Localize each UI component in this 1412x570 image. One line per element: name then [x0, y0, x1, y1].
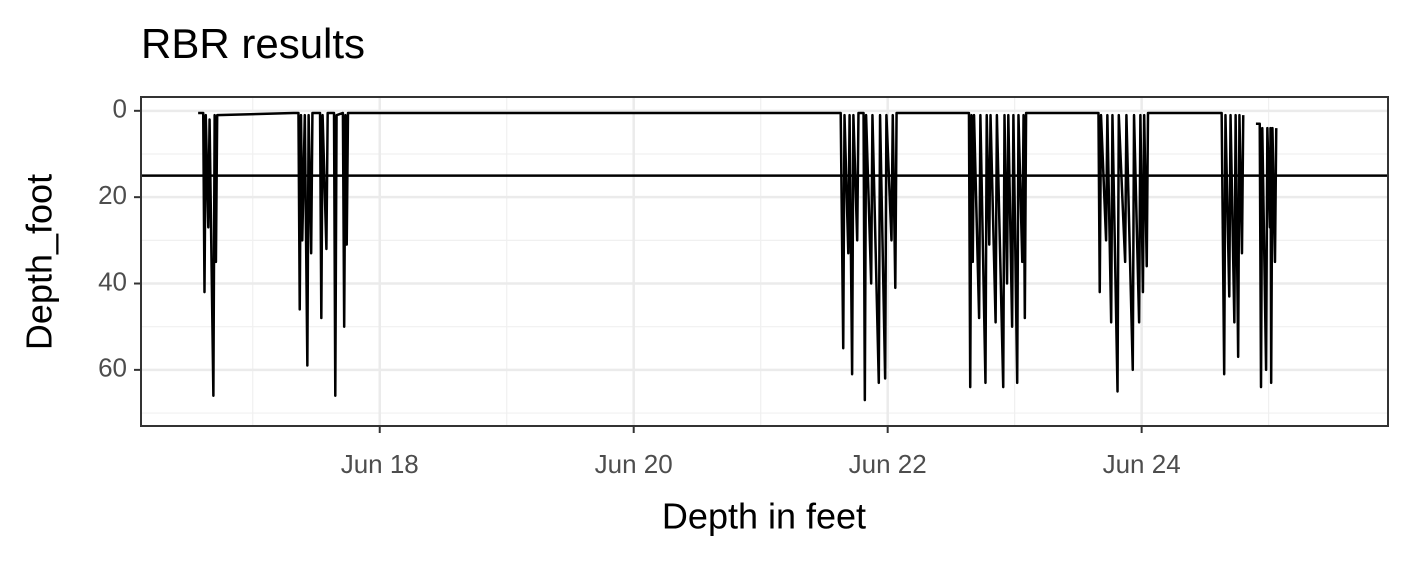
y-tick-label: 20 — [98, 180, 127, 210]
y-axis-label: Depth_foot — [19, 174, 60, 350]
depth-line — [198, 111, 1278, 402]
chart-title: RBR results — [141, 20, 365, 67]
y-tick-label: 60 — [98, 353, 127, 383]
x-tick-label: Jun 18 — [341, 449, 419, 479]
plot-border — [140, 96, 1389, 427]
x-tick-label: Jun 20 — [595, 449, 673, 479]
x-axis-label: Depth in feet — [662, 496, 866, 537]
y-tick-label: 0 — [113, 94, 127, 124]
x-tick-label: Jun 24 — [1103, 449, 1181, 479]
y-tick-label: 40 — [98, 266, 127, 296]
x-tick-label: Jun 22 — [849, 449, 927, 479]
